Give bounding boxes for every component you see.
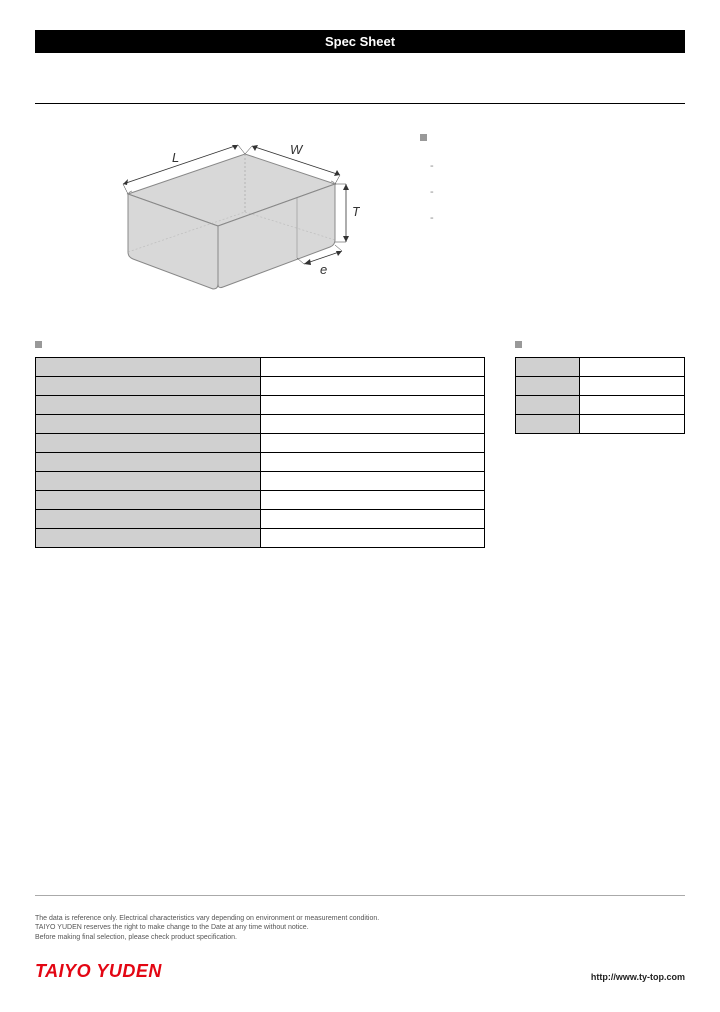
pkg-label-cell: [516, 377, 580, 396]
component-diagram: L W T e: [90, 134, 360, 304]
spec-value-cell: [260, 358, 485, 377]
spec-value-cell: [260, 453, 485, 472]
spec-label-cell: [36, 377, 261, 396]
table-row: [36, 396, 485, 415]
pkg-label-cell: [516, 358, 580, 377]
table-row: [36, 434, 485, 453]
spec-label-cell: [36, 434, 261, 453]
dim-label-T: T: [352, 204, 360, 219]
footer-divider: [35, 895, 685, 896]
table-row: [516, 415, 685, 434]
table-row: [516, 377, 685, 396]
spec-value-cell: [260, 396, 485, 415]
table-row: [36, 415, 485, 434]
spec-value-cell: [260, 510, 485, 529]
spec-label-cell: [36, 358, 261, 377]
spec-label-cell: [36, 529, 261, 548]
spec-table-section: [35, 339, 485, 548]
package-table-section: [515, 339, 685, 548]
spec-label-cell: [36, 510, 261, 529]
dim-label-e: e: [320, 262, 327, 277]
square-bullet-icon: [515, 341, 522, 348]
table-row: [36, 472, 485, 491]
table-row: [36, 529, 485, 548]
footer-line3: Before making final selection, please ch…: [35, 933, 685, 943]
pkg-value-cell: [580, 377, 685, 396]
pkg-label-cell: [516, 396, 580, 415]
feature-item: -: [430, 160, 685, 172]
dim-label-W: W: [290, 142, 304, 157]
spec-value-cell: [260, 377, 485, 396]
pkg-value-cell: [580, 358, 685, 377]
table-row: [36, 358, 485, 377]
spec-label-cell: [36, 396, 261, 415]
features-section: - - -: [400, 134, 685, 304]
spec-value-cell: [260, 529, 485, 548]
pkg-label-cell: [516, 415, 580, 434]
spec-value-cell: [260, 491, 485, 510]
company-logo: TAIYO YUDEN: [35, 961, 162, 982]
spec-table: [35, 357, 485, 548]
pkg-value-cell: [580, 415, 685, 434]
footer-line1: The data is reference only. Electrical c…: [35, 914, 685, 924]
spec-label-cell: [36, 453, 261, 472]
table-row: [36, 377, 485, 396]
spec-value-cell: [260, 472, 485, 491]
spec-label-cell: [36, 491, 261, 510]
feature-item: -: [430, 212, 685, 224]
spec-label-cell: [36, 415, 261, 434]
feature-item: -: [430, 186, 685, 198]
table-row: [36, 491, 485, 510]
spec-value-cell: [260, 415, 485, 434]
table-row: [516, 358, 685, 377]
spec-value-cell: [260, 434, 485, 453]
pkg-value-cell: [580, 396, 685, 415]
square-bullet-icon: [420, 134, 427, 141]
table-row: [516, 396, 685, 415]
footer-disclaimer: The data is reference only. Electrical c…: [35, 914, 685, 943]
company-url: http://www.ty-top.com: [591, 972, 685, 982]
package-table: [515, 357, 685, 434]
spec-label-cell: [36, 472, 261, 491]
square-bullet-icon: [35, 341, 42, 348]
top-divider: [35, 103, 685, 104]
footer-line2: TAIYO YUDEN reserves the right to make c…: [35, 923, 685, 933]
header-title-bar: Spec Sheet: [35, 30, 685, 53]
header-title: Spec Sheet: [325, 34, 395, 49]
table-row: [36, 510, 485, 529]
table-row: [36, 453, 485, 472]
dim-label-L: L: [172, 150, 179, 165]
